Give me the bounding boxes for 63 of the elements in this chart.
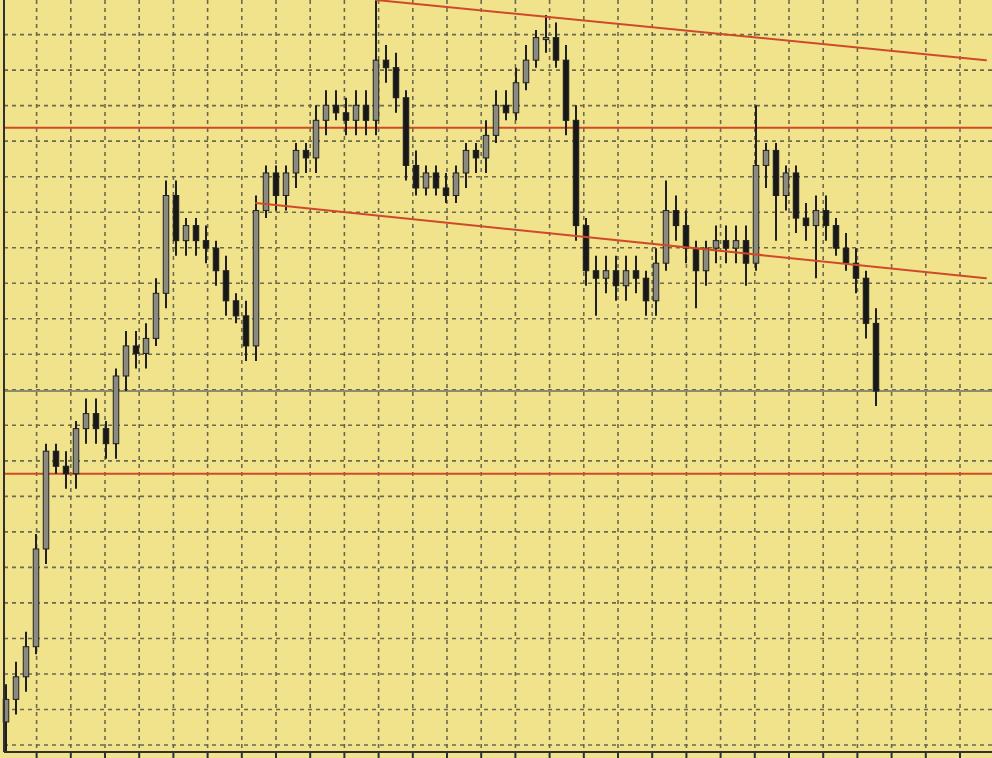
candlestick bbox=[182, 217, 190, 257]
candlestick bbox=[492, 89, 500, 144]
candlestick bbox=[242, 299, 250, 362]
candlestick bbox=[52, 442, 60, 475]
candlestick bbox=[12, 660, 20, 716]
candlestick bbox=[472, 141, 480, 174]
candlestick bbox=[192, 217, 200, 257]
candlestick bbox=[652, 247, 660, 317]
candlestick bbox=[22, 630, 30, 693]
candlestick bbox=[822, 194, 830, 242]
candlestick bbox=[322, 89, 330, 137]
candlestick bbox=[222, 254, 230, 317]
candlestick bbox=[392, 51, 400, 114]
candlestick bbox=[422, 164, 430, 197]
candlestick bbox=[482, 119, 490, 174]
candlestick bbox=[132, 329, 140, 370]
candlestick bbox=[602, 254, 610, 295]
candlestick bbox=[802, 202, 810, 242]
candlestick bbox=[782, 164, 790, 212]
candlestick bbox=[452, 164, 460, 205]
candlestick bbox=[122, 329, 130, 393]
candlestick bbox=[412, 149, 420, 197]
candlestick bbox=[82, 397, 90, 445]
candlestick bbox=[102, 420, 110, 460]
candlestick bbox=[172, 179, 180, 257]
candlestick bbox=[732, 224, 740, 265]
candlestick bbox=[212, 239, 220, 287]
candlestick bbox=[292, 141, 300, 189]
candlestick bbox=[272, 164, 280, 212]
candlestick bbox=[202, 224, 210, 265]
candlestick bbox=[462, 141, 470, 189]
candlestick bbox=[432, 164, 440, 197]
candlestick bbox=[552, 21, 560, 69]
candlestick bbox=[712, 224, 720, 265]
candlestick bbox=[92, 397, 100, 445]
candlestick bbox=[152, 277, 160, 347]
candlestick bbox=[772, 141, 780, 242]
candlestick bbox=[442, 171, 450, 205]
candlestick bbox=[622, 254, 630, 302]
candlestick bbox=[512, 66, 520, 122]
candlestick bbox=[282, 164, 290, 212]
candlestick bbox=[592, 254, 600, 317]
candlestick bbox=[522, 44, 530, 92]
candlestick bbox=[542, 14, 550, 54]
candlestick bbox=[642, 269, 650, 317]
candlestick bbox=[792, 164, 800, 235]
candlestick bbox=[762, 141, 770, 189]
candlestick bbox=[342, 96, 350, 137]
candlestick bbox=[832, 217, 840, 257]
candlestick bbox=[312, 104, 320, 174]
candlestick bbox=[632, 254, 640, 295]
candlestick bbox=[722, 224, 730, 265]
candlestick bbox=[532, 29, 540, 69]
candlestick bbox=[72, 420, 80, 490]
candlestick bbox=[612, 254, 620, 302]
candlestick bbox=[142, 322, 150, 370]
candlestick bbox=[672, 194, 680, 242]
candlestick bbox=[352, 89, 360, 137]
candlestick bbox=[232, 292, 240, 325]
candlestick bbox=[862, 269, 870, 340]
candlestick bbox=[302, 141, 310, 174]
candlestick bbox=[812, 194, 820, 280]
candlestick bbox=[362, 89, 370, 137]
